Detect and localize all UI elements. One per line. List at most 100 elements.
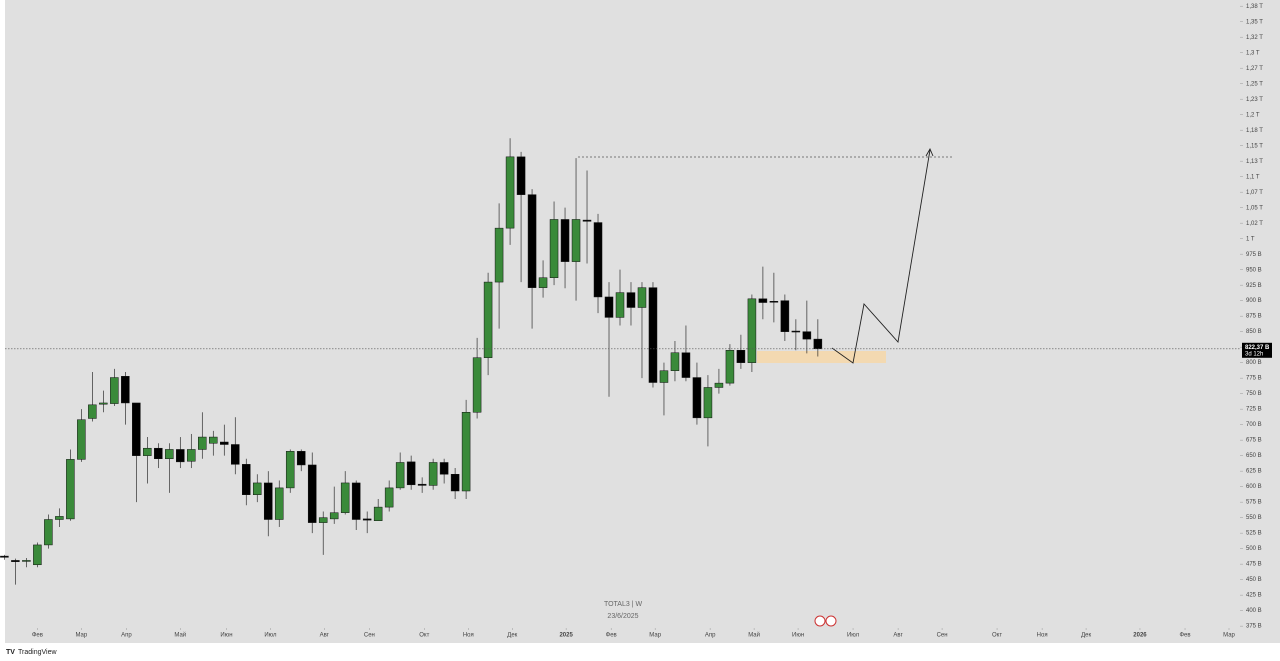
candle-body	[329, 512, 339, 520]
candle-body	[44, 519, 53, 546]
projection-path	[831, 149, 931, 364]
candle-body	[241, 464, 251, 495]
x-tick-label: 2026	[1133, 633, 1147, 639]
candle-body	[362, 518, 372, 521]
candle-body	[780, 300, 790, 332]
symbol: TOTAL3 | W	[604, 601, 643, 608]
x-tick-label: Мар	[649, 633, 661, 639]
brand: TradingView	[18, 649, 57, 656]
candle-body	[296, 451, 306, 466]
footer	[0, 643, 1280, 661]
candle-body	[340, 482, 350, 513]
candle-body	[549, 219, 559, 278]
y-tick-label: 725 B	[1246, 407, 1262, 413]
candle-body	[198, 436, 207, 450]
candle-body	[747, 298, 757, 363]
x-tick-label: Дек	[1081, 633, 1091, 639]
candle-body	[143, 447, 152, 456]
candle-body	[252, 482, 262, 495]
y-tick-label: 625 B	[1246, 469, 1262, 475]
x-tick-label: Май	[748, 632, 760, 639]
candle-body	[439, 462, 449, 475]
candle-body	[637, 287, 647, 308]
price-axis	[1240, 0, 1280, 643]
candle-body	[88, 404, 97, 419]
candle-body	[758, 298, 768, 303]
y-tick-label: 750 B	[1246, 391, 1262, 397]
candle-body	[813, 338, 823, 350]
y-tick-label: 775 B	[1246, 376, 1262, 382]
y-tick-label: 850 B	[1246, 329, 1262, 335]
candle-body	[66, 459, 75, 520]
candle-body	[670, 352, 680, 371]
chart-background	[5, 0, 1240, 643]
candle-body	[483, 281, 493, 358]
x-tick-label: Апр	[705, 633, 716, 639]
candle-body	[461, 412, 471, 492]
candle-body	[187, 449, 196, 462]
candle-body	[307, 464, 317, 523]
y-tick-label: 1,23 T	[1246, 97, 1263, 103]
candle-body	[110, 377, 119, 404]
event-flag[interactable]	[814, 615, 826, 627]
x-tick-label: 2025	[559, 633, 573, 639]
candle-body	[0, 555, 9, 558]
candle-body	[428, 462, 438, 486]
candle-body	[450, 474, 460, 492]
last-price-badge	[1242, 342, 1272, 358]
y-tick-label: 550 B	[1246, 515, 1262, 521]
y-tick-label: 475 B	[1246, 562, 1262, 568]
y-tick-label: 600 B	[1246, 484, 1262, 490]
candle-body	[417, 483, 427, 486]
x-tick-label: Фев	[32, 633, 43, 639]
candle-body	[494, 227, 504, 283]
candle-body	[77, 419, 86, 460]
candle-body	[176, 449, 185, 463]
x-tick-label: Июн	[220, 633, 232, 639]
logo: TV	[6, 649, 15, 656]
candle-body	[527, 194, 537, 288]
y-tick-label: 425 B	[1246, 593, 1262, 599]
date: 23/6/2025	[607, 613, 638, 620]
candle-body	[220, 441, 229, 445]
candle-body	[132, 402, 141, 456]
x-tick-label: Ноя	[1037, 633, 1048, 639]
candle-body	[318, 517, 328, 523]
candle-body	[593, 222, 603, 298]
y-tick-label: 375 B	[1246, 624, 1262, 630]
x-tick-label: Окт	[419, 633, 429, 639]
candle-body	[11, 560, 20, 562]
y-tick-label: 925 B	[1246, 283, 1262, 289]
x-tick-label: Авг	[320, 633, 330, 639]
candle-body	[769, 301, 779, 303]
candle-body	[121, 376, 130, 404]
y-tick-label: 1,38 T	[1246, 4, 1263, 10]
y-tick-label: 525 B	[1246, 531, 1262, 537]
candle-body	[681, 352, 691, 378]
candle-body	[582, 219, 592, 222]
candle-body	[560, 219, 570, 262]
x-tick-label: Ноя	[463, 633, 474, 639]
candle-body	[99, 402, 108, 405]
x-tick-label: Сен	[364, 633, 375, 639]
y-tick-label: 800 B	[1246, 360, 1262, 366]
event-flag[interactable]	[825, 615, 837, 627]
x-tick-label: Июн	[792, 633, 804, 639]
y-tick-label: 1,15 T	[1246, 143, 1263, 149]
x-tick-label: Май	[174, 632, 186, 639]
x-tick-label: Окт	[992, 633, 1002, 639]
y-tick-label: 1,18 T	[1246, 128, 1263, 134]
candle-body	[373, 506, 383, 522]
candle-body	[659, 370, 669, 383]
y-tick-label: 1 T	[1246, 236, 1255, 242]
candle-body	[791, 330, 801, 333]
candle-body	[351, 482, 361, 520]
demand-zone	[757, 351, 886, 363]
x-tick-label: Мар	[1223, 633, 1235, 639]
candle-body	[285, 451, 295, 489]
candle-body	[263, 482, 273, 520]
candle-body	[725, 350, 735, 384]
candle-body	[406, 461, 416, 486]
y-tick-label: 900 B	[1246, 298, 1262, 304]
candle-body	[615, 292, 625, 318]
